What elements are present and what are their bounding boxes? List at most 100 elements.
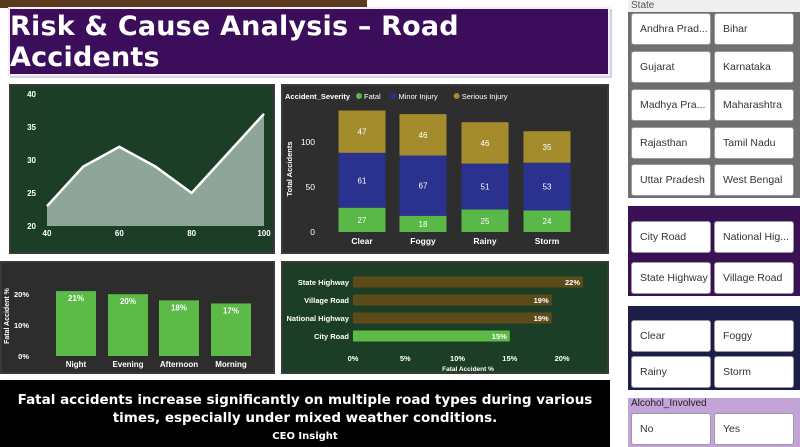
area-line [46,112,265,208]
y-tick-label: 50 [306,182,316,192]
x-tick-label: 40 [43,229,52,238]
x-axis-title: Fatal Accident % [442,366,494,372]
slicer-item-uttar-pradesh[interactable]: Uttar Pradesh [631,164,711,196]
data-label: 17% [223,306,239,315]
y-tick-label: 20% [14,290,29,299]
bar-segment [461,122,509,164]
data-label: 46 [419,131,428,140]
y-tick-label: City Road [314,332,349,341]
data-label: 24 [543,217,552,226]
data-label: 19% [534,314,549,323]
y-tick-label: 40 [27,90,36,99]
slicer-item-tamil-nadu[interactable]: Tamil Nadu [714,127,794,159]
bar-segment [399,114,447,156]
severity-by-weather-panel[interactable]: Accident_Severity Fatal Minor Injury Seriou… [281,84,609,254]
legend-marker-0 [356,93,362,99]
legend-label: Fatal [364,92,381,101]
legend-label: Minor Injury [399,92,438,101]
area-chart: 20 25 30 35 40 40 60 80 100 [27,90,271,238]
x-tick-label: Evening [112,360,143,369]
y-tick-label: 0 [310,227,315,237]
bar [353,294,552,306]
data-label: 51 [481,183,490,192]
data-label: 20% [120,297,136,306]
time-of-day-panel[interactable]: Fatal Accident % 0% 10% 20% 21% Night 20% Eveni… [0,261,275,374]
slicer-item-no[interactable]: No [631,413,711,445]
page-title: Risk & Cause Analysis – Road Accidents [10,10,459,73]
bar [108,294,148,356]
slicer-item-west-bengal[interactable]: West Bengal [714,164,794,196]
legend-label: Serious Injury [462,92,508,101]
x-tick-label: 5% [400,354,411,363]
bar-segment [461,209,509,232]
dashboard-title-banner: Risk & Cause Analysis – Road Accidents [8,7,610,76]
data-label: 22% [565,278,580,287]
road-type-slicer: City Road National Hig... State Highway … [628,206,800,296]
bar-segment [523,131,571,163]
slicer-item-madhya-pradesh[interactable]: Madhya Pra... [631,89,711,121]
slicer-item-city-road[interactable]: City Road [631,221,711,253]
y-tick-label: National Highway [286,314,349,323]
x-tick-label: 0% [348,354,359,363]
slicer-item-rainy[interactable]: Rainy [631,356,711,388]
y-tick-label: 30 [27,156,36,165]
slicer-item-national-highway[interactable]: National Hig... [714,221,794,253]
bar [353,276,583,288]
x-tick-label: Rainy [473,236,496,246]
data-label: 18% [171,303,187,312]
bar-segment [399,215,447,232]
slicer-item-state-highway[interactable]: State Highway [631,262,711,294]
y-tick-label: 100 [301,137,315,147]
alcohol-slicer: Alcohol_Involved No Yes [628,398,800,447]
legend-title: Accident_Severity [285,92,351,101]
data-label: 35 [543,143,552,152]
state-slicer: State Andhra Prad... Bihar Gujarat Karna… [628,0,800,198]
severity-stacked-bar-chart: Accident_Severity Fatal Minor Injury Seriou… [285,92,571,246]
y-axis-title: Total Accidents [285,141,294,196]
data-label: 27 [358,216,367,225]
bar-segment [338,152,386,208]
y-tick-label: 10% [14,321,29,330]
y-tick-label: 0% [18,352,29,361]
bar [353,330,510,342]
slicer-item-maharashtra[interactable]: Maharashtra [714,89,794,121]
y-tick-label: Village Road [304,296,349,305]
fatal-by-road-type-chart: State Highway 22% Village Road 19% National … [286,276,583,372]
data-label: 15% [492,332,507,341]
slicer-item-rajasthan[interactable]: Rajasthan [631,127,711,159]
bar-segment [523,162,571,211]
x-tick-label: Storm [535,236,560,246]
slicer-item-clear[interactable]: Clear [631,320,711,352]
x-tick-label: 100 [257,229,271,238]
y-axis-title: Fatal Accident % [4,287,11,344]
state-slicer-header: State [628,0,800,12]
x-tick-label: Morning [215,360,247,369]
slicer-item-gujarat[interactable]: Gujarat [631,51,711,83]
slicer-item-village-road[interactable]: Village Road [714,262,794,294]
fatal-by-time-bar-chart: Fatal Accident % 0% 10% 20% 21% Night 20% Eveni… [4,287,251,369]
area-chart-panel[interactable]: 20 25 30 35 40 40 60 80 100 [9,84,275,254]
bar [353,312,552,324]
x-tick-label: Clear [351,236,373,246]
bar [211,303,251,356]
slicer-item-karnataka[interactable]: Karnataka [714,51,794,83]
legend-marker-2 [453,93,460,99]
insight-author: CEO Insight [272,431,338,442]
x-tick-label: 10% [450,354,465,363]
bar [56,291,96,356]
x-tick-label: 60 [115,229,124,238]
data-label: 19% [534,296,549,305]
data-label: 18 [419,220,428,229]
road-type-panel[interactable]: State Highway 22% Village Road 19% National … [281,261,609,374]
alcohol-slicer-header: Alcohol_Involved [631,398,707,409]
slicer-item-foggy[interactable]: Foggy [714,320,794,352]
legend-marker-1 [390,93,397,99]
bar-segment [338,110,386,153]
slicer-item-storm[interactable]: Storm [714,356,794,388]
slicer-item-andhra-pradesh[interactable]: Andhra Prad... [631,13,711,45]
slicer-item-bihar[interactable]: Bihar [714,13,794,45]
x-tick-label: 20% [555,354,570,363]
slicer-item-yes[interactable]: Yes [714,413,794,445]
weather-slicer: Clear Foggy Rainy Storm [628,306,800,390]
data-label: 61 [358,176,367,185]
